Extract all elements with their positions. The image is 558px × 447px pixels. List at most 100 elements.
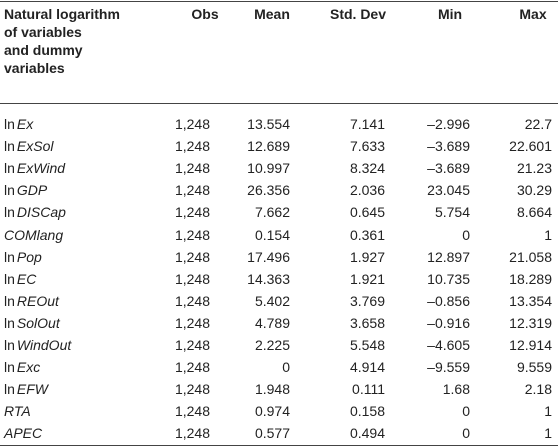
- value-cell: 12.914: [509, 337, 552, 353]
- value-cell: 0: [462, 425, 470, 442]
- value-cell: –2.996: [427, 116, 470, 132]
- variable-name: RTA: [4, 403, 31, 420]
- header-rule: [0, 103, 558, 104]
- variable-cell: COMlang: [4, 226, 63, 244]
- value-cell: 0.974: [254, 403, 290, 420]
- value-cell: 7.141: [349, 116, 385, 132]
- value-cell: 0: [282, 359, 290, 376]
- header-line: variables: [4, 60, 65, 76]
- variable-cell: ln Exc: [4, 358, 40, 376]
- value-cell: 1,248: [174, 204, 210, 221]
- value-cell: 1,248: [174, 138, 210, 155]
- value-cell: 0.158: [349, 403, 385, 420]
- variable-name: ExWind: [16, 160, 66, 177]
- variable-cell: ln Pop: [4, 248, 42, 266]
- variable-cell: ln SolOut: [4, 314, 60, 332]
- value-cell: 1.948: [254, 381, 290, 398]
- value-cell: 13.354: [509, 292, 552, 309]
- value-cell: 12.689: [247, 138, 290, 155]
- value-cell: 1,248: [174, 116, 210, 132]
- value-cell: 10.735: [427, 270, 470, 287]
- value-cell: –0.916: [427, 314, 470, 331]
- value-cell: 4.789: [254, 314, 290, 331]
- ln-prefix: ln: [4, 270, 15, 287]
- value-cell: 1,248: [174, 292, 210, 309]
- value-cell: 8.324: [349, 160, 385, 177]
- value-cell: 1,248: [174, 248, 210, 265]
- header-line: Natural logarithm: [4, 6, 120, 22]
- value-cell: 22.7: [524, 116, 552, 132]
- value-cell: 21.058: [509, 248, 552, 265]
- variable-name: SolOut: [16, 314, 60, 331]
- value-cell: 0.111: [352, 381, 385, 398]
- variable-cell: ln EC: [4, 270, 36, 288]
- value-cell: 1,248: [174, 270, 210, 287]
- value-cell: –4.605: [427, 337, 470, 353]
- value-cell: 21.23: [516, 160, 552, 177]
- ln-prefix: ln: [4, 116, 15, 132]
- variable-name: ExSol: [16, 138, 54, 155]
- ln-prefix: ln: [4, 292, 15, 309]
- ln-prefix: ln: [4, 381, 15, 398]
- header-line: and dummy: [4, 42, 83, 58]
- ln-prefix: ln: [4, 314, 15, 331]
- variable-cell: ln WindOut: [4, 336, 71, 354]
- value-cell: 12.897: [427, 248, 470, 265]
- variable-name: REOut: [16, 292, 59, 309]
- value-cell: 18.289: [509, 270, 552, 287]
- ln-prefix: ln: [4, 248, 15, 265]
- value-cell: 5.548: [349, 337, 385, 353]
- value-cell: 8.664: [516, 204, 552, 221]
- value-cell: 0.494: [349, 425, 385, 442]
- value-cell: 26.356: [247, 182, 290, 199]
- value-cell: 7.633: [349, 138, 385, 155]
- value-cell: 2.18: [524, 381, 552, 398]
- value-cell: –3.689: [427, 138, 470, 155]
- variable-name: EC: [16, 270, 37, 287]
- value-cell: –0.856: [427, 292, 470, 309]
- variable-name: DISCap: [16, 204, 66, 221]
- value-cell: 0.361: [349, 226, 385, 243]
- column-header: Obs: [191, 6, 219, 22]
- value-cell: 1,248: [174, 425, 210, 442]
- ln-prefix: ln: [4, 182, 15, 199]
- value-cell: 0.154: [254, 226, 290, 243]
- value-cell: 1,248: [174, 381, 210, 398]
- value-cell: 10.997: [247, 160, 290, 177]
- value-cell: 1.921: [349, 270, 385, 287]
- variable-cell: RTA: [4, 402, 31, 420]
- variable-name: Exc: [16, 359, 41, 376]
- value-cell: 1,248: [174, 359, 210, 376]
- variable-name: EFW: [16, 381, 49, 398]
- value-cell: 0: [462, 403, 470, 420]
- value-cell: 1,248: [174, 337, 210, 353]
- variable-cell: ln GDP: [4, 181, 47, 199]
- variable-cell: ln ExSol: [4, 137, 53, 155]
- variable-cell: ln ExWind: [4, 159, 65, 177]
- value-cell: 23.045: [427, 182, 470, 199]
- value-cell: 1.68: [442, 381, 470, 398]
- variable-name: COMlang: [4, 226, 64, 243]
- value-cell: 1.927: [349, 248, 385, 265]
- variable-name: Pop: [16, 248, 42, 265]
- ln-prefix: ln: [4, 337, 15, 353]
- value-cell: 5.402: [254, 292, 290, 309]
- value-cell: –9.559: [427, 359, 470, 376]
- variable-cell: ln DISCap: [4, 203, 66, 221]
- variable-name: GDP: [16, 182, 48, 199]
- header-line: of variables: [4, 24, 82, 40]
- column-header: Std. Dev: [329, 6, 386, 22]
- value-cell: 2.225: [254, 337, 290, 353]
- variable-cell: APEC: [4, 424, 42, 442]
- ln-prefix: ln: [4, 160, 15, 177]
- ln-prefix: ln: [4, 204, 15, 221]
- value-cell: 3.658: [349, 314, 385, 331]
- column-header: Min: [437, 6, 463, 22]
- value-cell: 5.754: [434, 204, 470, 221]
- value-cell: 1,248: [174, 160, 210, 177]
- bottom-rule: [0, 445, 558, 446]
- value-cell: 1,248: [174, 226, 210, 243]
- ln-prefix: ln: [4, 138, 15, 155]
- value-cell: 22.601: [509, 138, 552, 155]
